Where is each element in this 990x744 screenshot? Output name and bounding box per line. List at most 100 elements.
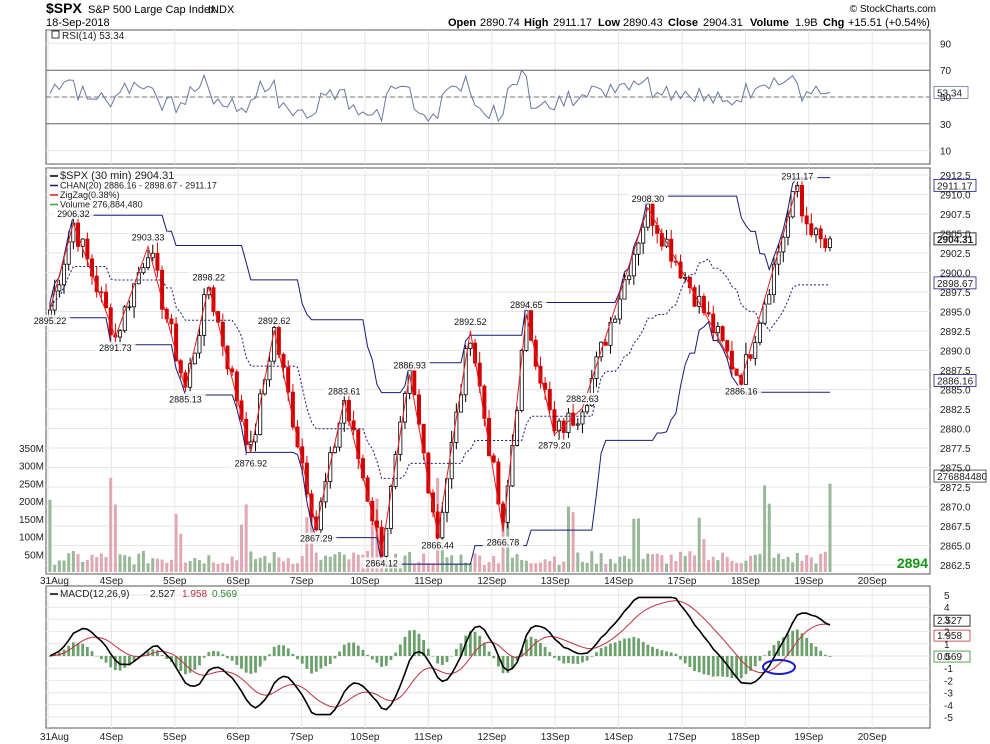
rsi-toggle-icon[interactable] xyxy=(51,30,60,39)
macd-signal-value: 1.958 xyxy=(182,589,207,600)
candle-body xyxy=(328,452,333,482)
macd-hist-bar xyxy=(95,655,99,657)
volume-bar xyxy=(464,562,468,572)
volume-bar xyxy=(543,559,547,572)
price-tick-label: 2892.5 xyxy=(940,327,971,338)
candle-body xyxy=(412,370,417,396)
volume-bar xyxy=(417,561,421,572)
volume-bar xyxy=(655,553,659,572)
candle-body xyxy=(155,252,160,271)
volume-bar xyxy=(300,555,304,572)
macd-hist-bar xyxy=(48,656,52,657)
rsi-label: RSI(14) 53.34 xyxy=(62,31,125,42)
macd-hist-bar xyxy=(496,656,500,667)
volume-bar xyxy=(342,554,346,572)
macd-hist-bar xyxy=(571,656,575,664)
volume-bar xyxy=(805,554,809,572)
macd-hist-bar xyxy=(132,656,136,662)
candle-body xyxy=(697,295,702,307)
volume-bar xyxy=(571,512,575,572)
candle-body xyxy=(636,242,641,255)
macd-hist-bar xyxy=(721,656,724,677)
volume-bar xyxy=(268,562,272,572)
price-panel xyxy=(45,167,931,575)
macd-hist-bar xyxy=(539,642,542,656)
macd-hist-bar xyxy=(464,635,468,656)
macd-tick-label: 4 xyxy=(944,603,950,614)
candle-body xyxy=(132,283,137,308)
volume-bar xyxy=(716,560,720,572)
macd-hist-bar xyxy=(599,648,603,656)
macd-value-tag-text: 1.958 xyxy=(937,631,962,642)
macd-hist-bar xyxy=(361,649,365,656)
macd-tick-label: -1 xyxy=(944,664,953,675)
volume-tick-label: 50M xyxy=(25,550,44,561)
volume-bar xyxy=(814,563,818,572)
price-tick-label: 2880.0 xyxy=(940,425,971,436)
candle-body xyxy=(748,354,753,359)
volume-bar xyxy=(370,523,374,572)
volume-bar xyxy=(71,550,75,572)
volume-bar xyxy=(76,554,80,572)
volume-bar xyxy=(454,563,458,572)
volume-bar xyxy=(758,553,762,572)
candle-body xyxy=(641,226,646,244)
chg-value: +15.51 (+0.54%) xyxy=(848,17,930,29)
pivot-label-bg xyxy=(562,392,603,404)
volume-bar xyxy=(674,561,678,572)
pivot-label-bg xyxy=(188,271,230,283)
macd-value: 2.527 xyxy=(150,589,175,600)
volume-bar xyxy=(538,562,542,572)
macd-hist-bar xyxy=(548,652,552,656)
macd-hist-bar xyxy=(641,641,645,656)
macd-tick-label: -5 xyxy=(944,713,953,724)
volume-tick-label: 100M xyxy=(19,533,44,544)
macd-hist-bar xyxy=(613,642,617,656)
macd-hist-bar xyxy=(585,656,589,661)
volume-bar xyxy=(562,561,566,572)
macd-hist-bar xyxy=(749,656,752,671)
volume-bar xyxy=(445,557,449,572)
macd-hist-bar xyxy=(244,656,248,673)
volume-bar xyxy=(62,560,66,572)
macd-date-label: 6Sep xyxy=(227,732,251,743)
macd-hist-bar xyxy=(90,651,94,656)
candle-body xyxy=(169,318,174,325)
volume-bar xyxy=(646,553,650,572)
candle-body xyxy=(57,284,62,292)
macd-hist-bar xyxy=(800,633,804,656)
macd-hist-bar xyxy=(697,656,701,673)
volume-bar xyxy=(412,563,416,572)
volume-bar xyxy=(702,539,706,572)
price-channel xyxy=(49,177,830,565)
candle-body xyxy=(678,261,683,279)
volume-bar xyxy=(137,553,141,572)
macd-hist-bar xyxy=(85,646,89,656)
rsi-tick-label: 90 xyxy=(940,39,952,50)
macd-line xyxy=(49,596,831,716)
macd-hist-bar xyxy=(207,652,211,656)
pivot-label-bg xyxy=(165,393,206,405)
volume-bar xyxy=(580,561,584,572)
volume-bar xyxy=(520,559,524,572)
volume-bar xyxy=(660,555,664,572)
volume-bar xyxy=(566,506,570,572)
chart-header: $SPX S&P 500 Large Cap Index INDX 18-Sep… xyxy=(46,0,936,29)
pivot-label: 2883.61 xyxy=(328,386,361,396)
macd-hist-bar xyxy=(221,654,225,656)
candle-body xyxy=(150,252,155,259)
macd-hist-bar xyxy=(370,656,374,660)
macd-hist-bar xyxy=(272,646,276,656)
candle-body xyxy=(295,426,300,448)
volume-bar xyxy=(179,533,183,572)
macd-hist-bar xyxy=(632,636,636,656)
price-tick-label: 2890.0 xyxy=(940,347,971,358)
candle-body xyxy=(491,455,496,463)
candle-body xyxy=(351,420,356,431)
candle-body xyxy=(388,486,393,529)
close-value: 2904.31 xyxy=(703,17,743,29)
macd-hist-bar xyxy=(828,656,832,657)
price-tick-label: 2872.5 xyxy=(940,483,971,494)
volume-bar xyxy=(81,561,85,572)
